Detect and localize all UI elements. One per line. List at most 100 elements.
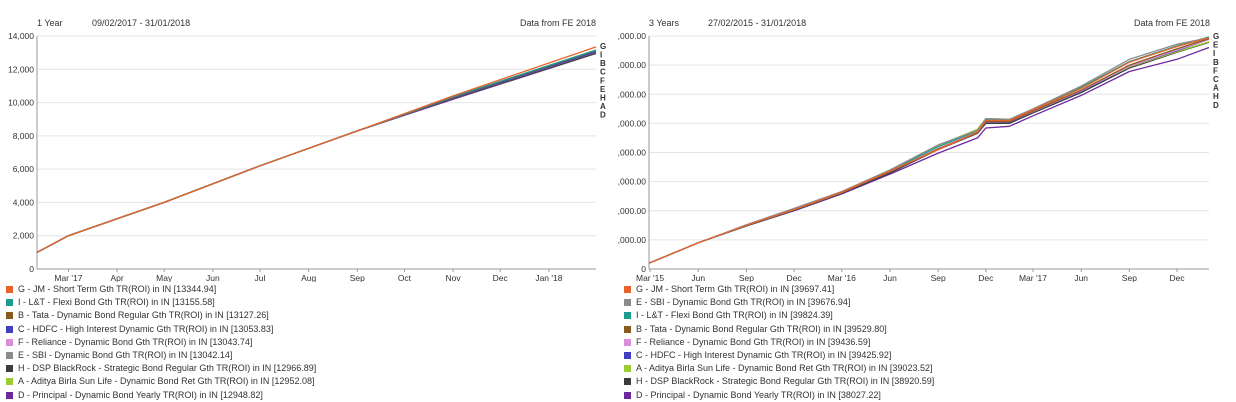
legend-label: I - L&T - Flexi Bond Gth TR(ROI) in IN [… xyxy=(636,310,833,321)
legend-swatch xyxy=(624,312,631,320)
legend-swatch xyxy=(624,365,631,373)
legend-swatch xyxy=(624,325,631,333)
x-tick-label: Oct xyxy=(398,273,412,282)
legend-item: D - Principal - Dynamic Bond Yearly TR(R… xyxy=(624,389,934,402)
chart-panel-1-year: 1 Year 09/02/2017 - 31/01/2018 Data from… xyxy=(0,0,606,402)
legend-label: C - HDFC - High Interest Dynamic Gth TR(… xyxy=(636,349,892,360)
legend-item: I - L&T - Flexi Bond Gth TR(ROI) in IN [… xyxy=(6,296,316,309)
x-tick-label: Dec xyxy=(493,273,509,282)
line-chart-1-year: 0 2,000 4,000 6,000 8,000 10,000 12,000 14,000 M… xyxy=(8,31,606,282)
legend-label: G - JM - Short Term Gth TR(ROI) in IN [1… xyxy=(18,284,217,294)
legend-item: G - JM - Short Term Gth TR(ROI) in IN [3… xyxy=(624,283,934,296)
series-line-e xyxy=(648,37,1210,264)
series-line-g xyxy=(648,37,1210,264)
y-tick-label: 6,000 xyxy=(13,164,35,174)
legend-swatch xyxy=(624,338,631,346)
series-line-h xyxy=(36,52,597,253)
line-chart-3-years: 0 5,000.00 10,000.00 15,000.00 20,000.00 25,0… xyxy=(618,31,1219,282)
x-tick-label: Dec xyxy=(787,273,803,282)
legend-label: I - L&T - Flexi Bond Gth TR(ROI) in IN [… xyxy=(18,297,215,308)
end-label: A xyxy=(1213,84,1219,93)
legend-label: B - Tata - Dynamic Bond Regular Gth TR(R… xyxy=(18,310,269,321)
legend-item: B - Tata - Dynamic Bond Regular Gth TR(R… xyxy=(624,323,934,336)
y-tick-label: 2,000 xyxy=(13,231,35,241)
y-tick-label: 10,000.00 xyxy=(618,206,646,216)
legend-item: H - DSP BlackRock - Strategic Bond Regul… xyxy=(6,362,316,375)
legend-swatch xyxy=(6,365,13,373)
y-tick-label: 8,000 xyxy=(13,131,35,141)
x-tick-label: Jan '18 xyxy=(535,273,562,282)
legend-label: G - JM - Short Term Gth TR(ROI) in IN [3… xyxy=(636,284,835,294)
legend-swatch xyxy=(624,299,631,307)
legend-swatch xyxy=(6,286,13,294)
chart-panel-3-years: 3 Years 27/02/2015 - 31/01/2018 Data fro… xyxy=(618,0,1236,402)
x-tick-label: Jun xyxy=(206,273,220,282)
x-tick-label: Aug xyxy=(301,273,316,282)
legend-label: A - Aditya Birla Sun Life - Dynamic Bond… xyxy=(636,363,933,374)
data-source: Data from FE 2018 xyxy=(1133,18,1210,28)
legend-swatch xyxy=(6,391,13,399)
end-label: F xyxy=(1213,66,1218,75)
x-tick-label: May xyxy=(156,273,173,282)
series-line-d xyxy=(36,52,597,253)
legend-label: A - Aditya Birla Sun Life - Dynamic Bond… xyxy=(18,376,315,387)
y-tick-label: 0 xyxy=(29,264,34,274)
legend-swatch xyxy=(624,352,631,360)
series-line-c xyxy=(36,51,597,253)
series-line-f xyxy=(36,51,597,253)
x-tick-label: Dec xyxy=(978,273,994,282)
legend-label: B - Tata - Dynamic Bond Regular Gth TR(R… xyxy=(636,323,887,334)
legend-item: D - Principal - Dynamic Bond Yearly TR(R… xyxy=(6,389,316,402)
end-label: B xyxy=(600,59,606,68)
legend-label: H - DSP BlackRock - Strategic Bond Regul… xyxy=(636,376,935,387)
legend-label: D - Principal - Dynamic Bond Yearly TR(R… xyxy=(636,389,881,400)
series-line-g xyxy=(36,46,597,253)
end-label: D xyxy=(600,111,606,120)
legend-swatch xyxy=(6,352,13,360)
date-range: 09/02/2017 - 31/01/2018 xyxy=(92,18,191,28)
end-label: I xyxy=(1213,49,1215,58)
y-tick-label: 35,000.00 xyxy=(618,60,646,70)
legend-item: F - Reliance - Dynamic Bond Gth TR(ROI) … xyxy=(624,336,934,349)
legend-item: A - Aditya Birla Sun Life - Dynamic Bond… xyxy=(6,375,316,388)
legend-item: C - HDFC - High Interest Dynamic Gth TR(… xyxy=(6,323,316,336)
x-tick-label: Jul xyxy=(255,273,266,282)
legend-label: E - SBI - Dynamic Bond Gth TR(ROI) in IN… xyxy=(636,297,851,308)
y-tick-label: 4,000 xyxy=(13,197,35,207)
legend-label: F - Reliance - Dynamic Bond Gth TR(ROI) … xyxy=(636,336,871,347)
legend-swatch xyxy=(624,391,631,399)
x-tick-label: Mar '17 xyxy=(1019,273,1047,282)
x-tick-label: Sep xyxy=(1122,273,1137,282)
y-tick-label: 10,000 xyxy=(8,98,34,108)
legend-item: G - JM - Short Term Gth TR(ROI) in IN [1… xyxy=(6,283,316,296)
legend-swatch xyxy=(6,312,13,320)
y-tick-label: 0 xyxy=(641,264,646,274)
end-label: F xyxy=(600,76,605,85)
x-tick-label: Dec xyxy=(1169,273,1185,282)
legend-swatch xyxy=(6,378,13,386)
end-label: H xyxy=(600,94,606,103)
x-tick-label: Mar '15 xyxy=(636,273,664,282)
legend-1-year: G - JM - Short Term Gth TR(ROI) in IN [1… xyxy=(6,283,316,402)
legend-item: C - HDFC - High Interest Dynamic Gth TR(… xyxy=(624,349,934,362)
y-tick-label: 25,000.00 xyxy=(618,118,646,128)
x-tick-label: Jun xyxy=(1074,273,1088,282)
legend-label: D - Principal - Dynamic Bond Yearly TR(R… xyxy=(18,389,263,400)
x-tick-label: Jun xyxy=(691,273,705,282)
series-line-e xyxy=(36,51,597,253)
x-tick-label: Mar '17 xyxy=(54,273,82,282)
legend-item: E - SBI - Dynamic Bond Gth TR(ROI) in IN… xyxy=(624,296,934,309)
legend-label: H - DSP BlackRock - Strategic Bond Regul… xyxy=(18,363,317,374)
legend-label: E - SBI - Dynamic Bond Gth TR(ROI) in IN… xyxy=(18,349,233,360)
legend-label: F - Reliance - Dynamic Bond Gth TR(ROI) … xyxy=(18,336,253,347)
legend-label: C - HDFC - High Interest Dynamic Gth TR(… xyxy=(18,323,274,334)
y-tick-label: 40,000.00 xyxy=(618,31,646,41)
end-label: C xyxy=(1213,75,1219,84)
period-label: 1 Year xyxy=(37,18,63,28)
y-tick-label: 30,000.00 xyxy=(618,89,646,99)
y-tick-label: 20,000.00 xyxy=(618,148,646,158)
end-label: I xyxy=(600,51,602,60)
end-label: G xyxy=(600,42,606,51)
x-tick-label: Sep xyxy=(931,273,946,282)
series-line-a xyxy=(36,52,597,253)
